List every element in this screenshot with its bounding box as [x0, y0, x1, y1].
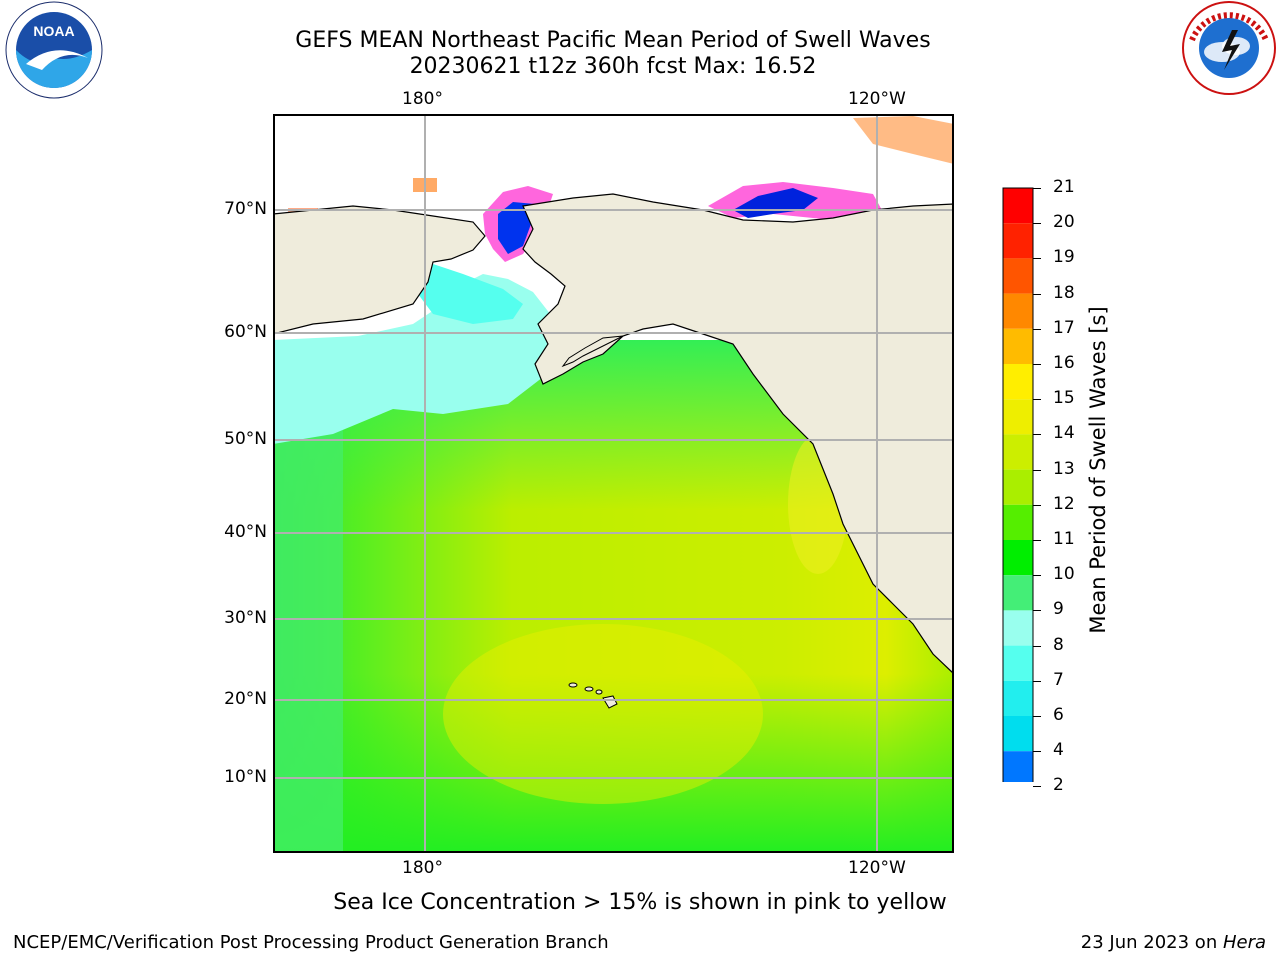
colorbar-tick-mark: [1033, 751, 1041, 753]
colorbar-tick-mark: [1033, 680, 1041, 682]
lat-label-40n: 40°N: [224, 522, 267, 542]
colorbar-swatch: [1003, 364, 1033, 400]
colorbar-tick-mark: [1033, 575, 1041, 577]
colorbar-tick-mark: [1033, 188, 1041, 189]
noaa-logo: NOAA: [2, 0, 106, 104]
colorbar-swatch: [1003, 610, 1033, 646]
footer-date: 23 Jun 2023 on Hera: [1081, 932, 1266, 953]
lat-label-60n: 60°N: [224, 322, 267, 342]
lat-label-20n: 20°N: [224, 689, 267, 709]
colorbar-tick-mark: [1033, 540, 1041, 541]
arctic-ice-fringe: [853, 116, 954, 164]
colorbar-tick-label: 8: [1053, 634, 1064, 655]
norton-sound-field: [418, 264, 523, 324]
swell-period-map: [273, 114, 954, 853]
colorbar-tick-label: 19: [1053, 247, 1075, 268]
colorbar-tick-mark: [1033, 364, 1041, 365]
colorbar-tick-mark: [1033, 223, 1041, 225]
colorbar: [1001, 186, 1037, 816]
noaa-logo-text: NOAA: [33, 23, 74, 39]
colorbar-tick-mark: [1033, 610, 1041, 612]
lon-label-bottom-180: 180°: [402, 858, 443, 878]
colorbar-tick-mark: [1033, 786, 1041, 788]
colorbar-tick-mark: [1033, 258, 1041, 260]
lat-label-50n: 50°N: [224, 429, 267, 449]
colorbar-tick-label: 14: [1053, 423, 1075, 444]
colorbar-swatch: [1003, 540, 1033, 576]
colorbar-swatch: [1003, 293, 1033, 329]
colorbar-tick-label: 15: [1053, 388, 1075, 409]
colorbar-tick-mark: [1033, 293, 1041, 295]
lat-label-70n: 70°N: [224, 199, 267, 219]
colorbar-tick-label: 9: [1053, 599, 1064, 620]
lat-label-10n: 10°N: [224, 767, 267, 787]
colorbar-tick-label: 17: [1053, 317, 1075, 338]
alaska-peninsula: [561, 335, 624, 368]
sea-ice-caption: Sea Ice Concentration > 15% is shown in …: [0, 890, 1280, 915]
colorbar-swatch: [1003, 258, 1033, 294]
colorbar-tick-label: 2: [1053, 775, 1064, 796]
colorbar-tick-mark: [1033, 504, 1041, 506]
colorbar-swatch: [1003, 434, 1033, 470]
colorbar-tick-label: 18: [1053, 282, 1075, 303]
colorbar-swatch: [1003, 504, 1033, 540]
colorbar-tick-label: 21: [1053, 177, 1075, 197]
lat-label-30n: 30°N: [224, 608, 267, 628]
footer-date-text: 23 Jun 2023 on: [1080, 932, 1223, 953]
colorbar-swatch: [1003, 751, 1033, 787]
lon-label-bottom-120w: 120°W: [848, 858, 906, 878]
north-america-landmass: [522, 193, 954, 675]
map-gridlines: [273, 114, 954, 853]
lon-label-top-180: 180°: [402, 89, 443, 109]
colorbar-tick-mark: [1033, 399, 1041, 401]
map-panel: [273, 114, 954, 853]
colorbar-tick-label: 20: [1053, 212, 1075, 233]
colorbar-tick-label: 4: [1053, 740, 1064, 761]
map-border: [273, 114, 954, 853]
colorbar-tick-label: 11: [1053, 529, 1075, 549]
lon-label-top-120w: 120°W: [848, 89, 906, 109]
footer-producer: NCEP/EMC/Verification Post Processing Pr…: [13, 932, 609, 953]
colorbar-swatch: [1003, 469, 1033, 505]
colorbar-tick-mark: [1033, 716, 1041, 717]
siberia-landmass: [273, 205, 486, 335]
colorbar-tick-label: 16: [1053, 353, 1075, 373]
colorbar-tick-label: 10: [1053, 564, 1075, 585]
map-subtitle: 20230621 t12z 360h fcst Max: 16.52: [409, 54, 817, 79]
colorbar-tick-label: 13: [1053, 458, 1075, 479]
colorbar-swatches: [1002, 187, 1034, 816]
colorbar-swatch: [1003, 716, 1033, 752]
colorbar-tick-label: 7: [1053, 669, 1064, 690]
chukchi-open-water: [498, 202, 535, 254]
colorbar-swatch: [1003, 223, 1033, 259]
caption-text: Sea Ice Concentration > 15% is shown in …: [333, 890, 947, 915]
colorbar-tick-mark: [1033, 434, 1041, 436]
colorbar-label: Mean Period of Swell Waves [s]: [1086, 306, 1110, 634]
footer-machine: Hera: [1222, 932, 1266, 953]
nws-logo: [1178, 0, 1280, 104]
colorbar-swatch: [1003, 328, 1033, 364]
colorbar-tick-label: 6: [1053, 705, 1064, 725]
colorbar-swatch: [1003, 645, 1033, 681]
colorbar-swatch: [1003, 680, 1033, 716]
colorbar-tick-mark: [1033, 328, 1041, 330]
colorbar-swatch: [1003, 188, 1033, 224]
central-high-period-zone: [443, 624, 763, 804]
colorbar-tick-label: 12: [1053, 493, 1075, 514]
colorbar-swatch: [1003, 575, 1033, 611]
map-title: GEFS MEAN Northeast Pacific Mean Period …: [295, 28, 931, 53]
colorbar-tick-mark: [1033, 469, 1041, 471]
colorbar-tick-mark: [1033, 645, 1041, 647]
colorbar-swatch: [1003, 399, 1033, 435]
